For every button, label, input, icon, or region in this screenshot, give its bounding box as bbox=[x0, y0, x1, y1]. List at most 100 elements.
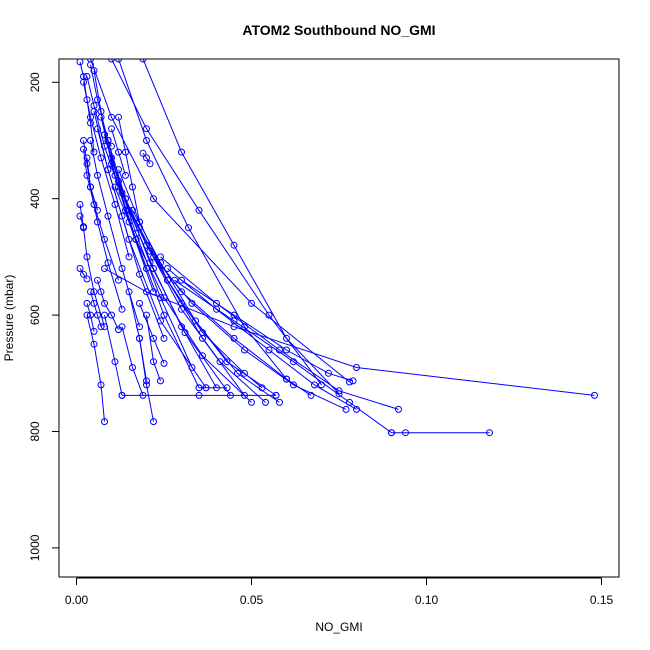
data-point bbox=[283, 346, 290, 354]
series-44 bbox=[94, 276, 122, 334]
series-line bbox=[111, 157, 217, 389]
series-51 bbox=[101, 131, 115, 150]
data-point bbox=[223, 384, 231, 392]
data-point bbox=[97, 288, 105, 296]
data-point bbox=[76, 212, 84, 220]
y-tick-label: 600 bbox=[28, 305, 42, 325]
data-point bbox=[262, 398, 269, 406]
series-40 bbox=[143, 311, 164, 385]
data-point bbox=[122, 148, 129, 156]
x-tick-label: 0.05 bbox=[240, 593, 264, 607]
series-39 bbox=[136, 334, 157, 426]
data-point bbox=[83, 275, 91, 283]
y-tick-label: 400 bbox=[28, 188, 42, 208]
data-point bbox=[349, 377, 357, 385]
data-point bbox=[136, 334, 143, 342]
data-point bbox=[108, 113, 115, 121]
data-point bbox=[101, 311, 108, 319]
data-point bbox=[342, 405, 350, 413]
data-point bbox=[94, 96, 101, 104]
data-point bbox=[104, 137, 112, 144]
data-point bbox=[216, 358, 224, 366]
series-43 bbox=[195, 384, 231, 392]
data-point bbox=[94, 218, 101, 226]
data-point bbox=[115, 113, 122, 121]
data-point bbox=[290, 381, 297, 389]
series-36 bbox=[101, 311, 126, 399]
series-line bbox=[79, 215, 84, 227]
y-axis-label: Pressure (mbar) bbox=[2, 275, 16, 362]
data-point bbox=[115, 166, 122, 174]
series-13 bbox=[104, 137, 234, 399]
data-point bbox=[178, 148, 185, 156]
data-point bbox=[192, 317, 199, 325]
data-point bbox=[108, 142, 115, 150]
data-point bbox=[195, 384, 203, 392]
data-point bbox=[101, 418, 108, 426]
data-point bbox=[76, 59, 84, 66]
data-point bbox=[94, 206, 101, 214]
data-point bbox=[80, 137, 87, 144]
series-38 bbox=[118, 323, 147, 399]
data-point bbox=[143, 381, 150, 389]
data-point bbox=[76, 201, 84, 208]
data-point bbox=[111, 358, 119, 366]
data-point bbox=[104, 212, 112, 220]
data-point bbox=[283, 334, 290, 342]
data-point bbox=[97, 381, 105, 389]
data-point bbox=[136, 299, 143, 307]
data-point bbox=[234, 369, 241, 377]
series-16 bbox=[111, 183, 255, 406]
series-34 bbox=[83, 299, 98, 335]
data-point bbox=[265, 311, 273, 319]
series-line bbox=[139, 338, 154, 422]
data-point bbox=[90, 107, 98, 115]
plot-frame bbox=[58, 58, 620, 578]
series-line bbox=[167, 268, 357, 410]
x-axis-label: NO_GMI bbox=[315, 620, 362, 634]
series-47 bbox=[80, 137, 101, 214]
x-tick-label: 0.00 bbox=[65, 593, 89, 607]
data-point bbox=[157, 317, 164, 325]
data-point bbox=[122, 195, 129, 203]
data-point bbox=[108, 125, 115, 133]
data-point bbox=[118, 391, 126, 399]
series-32 bbox=[139, 59, 343, 398]
series-line bbox=[139, 227, 263, 389]
data-point bbox=[104, 166, 112, 174]
data-point bbox=[311, 381, 318, 389]
data-point bbox=[87, 311, 94, 319]
data-point bbox=[248, 299, 255, 307]
data-point bbox=[241, 346, 248, 354]
series-line bbox=[139, 303, 165, 364]
data-point bbox=[118, 212, 126, 220]
series-line bbox=[90, 140, 140, 327]
series-18 bbox=[129, 206, 283, 406]
series-line bbox=[142, 59, 340, 395]
series-29 bbox=[87, 59, 353, 386]
data-point bbox=[241, 323, 248, 331]
data-point bbox=[241, 369, 248, 377]
data-point bbox=[143, 154, 150, 162]
data-point bbox=[199, 352, 206, 360]
data-point bbox=[122, 171, 129, 179]
data-point bbox=[143, 311, 150, 319]
data-point bbox=[129, 206, 136, 214]
data-point bbox=[188, 299, 196, 307]
data-point bbox=[83, 171, 91, 179]
data-point bbox=[80, 223, 87, 231]
data-point bbox=[108, 311, 115, 319]
data-point bbox=[80, 145, 87, 153]
y-tick-label: 1000 bbox=[28, 534, 42, 561]
data-point bbox=[185, 224, 192, 232]
series-line bbox=[142, 152, 151, 165]
data-point bbox=[171, 276, 178, 284]
series-line bbox=[83, 140, 98, 211]
data-point bbox=[272, 391, 280, 399]
data-point bbox=[125, 253, 133, 261]
data-point bbox=[248, 398, 255, 406]
data-point bbox=[258, 384, 266, 392]
data-point bbox=[94, 171, 101, 179]
data-point bbox=[307, 391, 315, 399]
data-point bbox=[80, 270, 87, 278]
